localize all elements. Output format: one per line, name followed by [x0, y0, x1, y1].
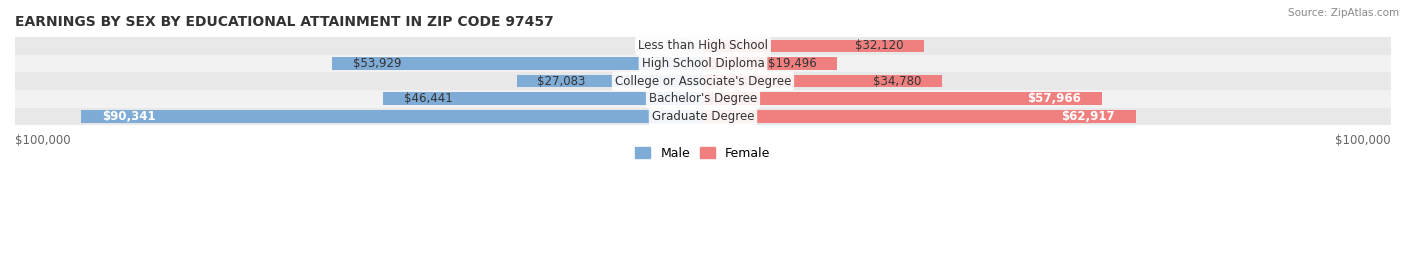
Text: $0: $0 — [678, 39, 693, 53]
Text: $100,000: $100,000 — [1336, 134, 1391, 147]
Text: Source: ZipAtlas.com: Source: ZipAtlas.com — [1288, 8, 1399, 18]
Text: $100,000: $100,000 — [15, 134, 70, 147]
Text: $32,120: $32,120 — [855, 39, 903, 53]
Bar — [332, 57, 703, 70]
Text: Less than High School: Less than High School — [638, 39, 768, 53]
Text: $90,341: $90,341 — [103, 110, 156, 123]
Text: $62,917: $62,917 — [1062, 110, 1115, 123]
Bar — [15, 72, 1391, 90]
Bar — [703, 92, 1102, 105]
Text: $34,780: $34,780 — [873, 75, 922, 88]
Text: $53,929: $53,929 — [353, 57, 401, 70]
Bar — [15, 107, 1391, 125]
Bar — [516, 75, 703, 87]
Text: $46,441: $46,441 — [404, 92, 453, 105]
Legend: Male, Female: Male, Female — [630, 142, 776, 165]
Bar — [703, 40, 924, 52]
Bar — [15, 55, 1391, 72]
Bar — [15, 37, 1391, 55]
Text: High School Diploma: High School Diploma — [641, 57, 765, 70]
Text: College or Associate's Degree: College or Associate's Degree — [614, 75, 792, 88]
Bar — [703, 110, 1136, 123]
Text: $19,496: $19,496 — [768, 57, 817, 70]
Bar — [703, 75, 942, 87]
Bar — [703, 57, 837, 70]
Text: Graduate Degree: Graduate Degree — [652, 110, 754, 123]
Text: Bachelor's Degree: Bachelor's Degree — [650, 92, 756, 105]
Text: $27,083: $27,083 — [537, 75, 586, 88]
Text: EARNINGS BY SEX BY EDUCATIONAL ATTAINMENT IN ZIP CODE 97457: EARNINGS BY SEX BY EDUCATIONAL ATTAINMEN… — [15, 15, 554, 29]
Bar — [384, 92, 703, 105]
Text: $57,966: $57,966 — [1028, 92, 1081, 105]
Bar — [82, 110, 703, 123]
Bar — [15, 90, 1391, 107]
